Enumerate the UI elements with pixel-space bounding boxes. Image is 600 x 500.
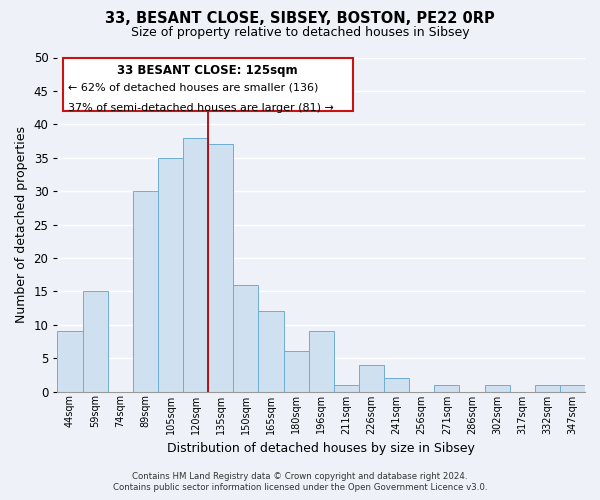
Text: 33 BESANT CLOSE: 125sqm: 33 BESANT CLOSE: 125sqm <box>118 64 298 76</box>
Bar <box>158 158 183 392</box>
Bar <box>83 292 108 392</box>
Text: 37% of semi-detached houses are larger (81) →: 37% of semi-detached houses are larger (… <box>68 102 334 113</box>
Bar <box>384 378 409 392</box>
Bar <box>208 144 233 392</box>
Bar <box>259 312 284 392</box>
Text: ← 62% of detached houses are smaller (136): ← 62% of detached houses are smaller (13… <box>68 82 318 92</box>
Bar <box>308 332 334 392</box>
Text: 33, BESANT CLOSE, SIBSEY, BOSTON, PE22 0RP: 33, BESANT CLOSE, SIBSEY, BOSTON, PE22 0… <box>105 11 495 26</box>
Bar <box>560 385 585 392</box>
Bar <box>334 385 359 392</box>
Bar <box>434 385 460 392</box>
Bar <box>284 352 308 392</box>
Bar <box>233 284 259 392</box>
Bar <box>359 365 384 392</box>
FancyBboxPatch shape <box>63 58 353 111</box>
Text: Contains public sector information licensed under the Open Government Licence v3: Contains public sector information licen… <box>113 484 487 492</box>
Bar <box>183 138 208 392</box>
Text: Contains HM Land Registry data © Crown copyright and database right 2024.: Contains HM Land Registry data © Crown c… <box>132 472 468 481</box>
Bar <box>535 385 560 392</box>
Y-axis label: Number of detached properties: Number of detached properties <box>15 126 28 323</box>
Bar <box>58 332 83 392</box>
X-axis label: Distribution of detached houses by size in Sibsey: Distribution of detached houses by size … <box>167 442 475 455</box>
Bar <box>485 385 509 392</box>
Text: Size of property relative to detached houses in Sibsey: Size of property relative to detached ho… <box>131 26 469 39</box>
Bar <box>133 191 158 392</box>
